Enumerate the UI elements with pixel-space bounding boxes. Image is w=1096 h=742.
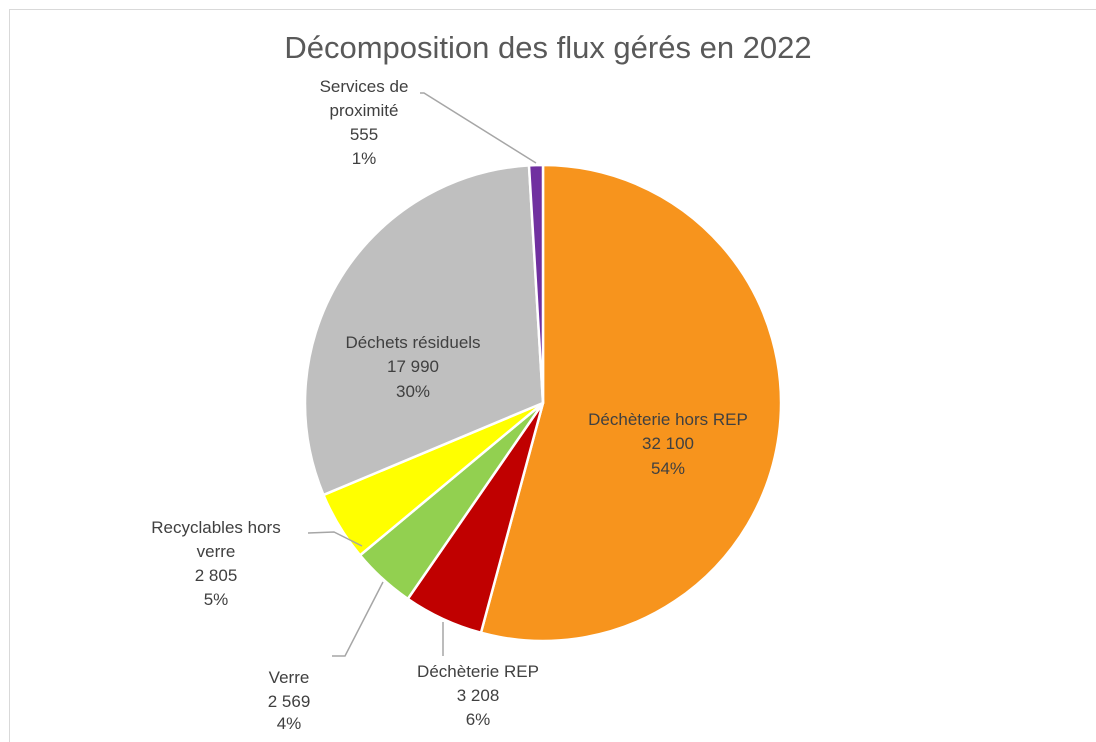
slice-name: Déchèterie REP <box>417 662 539 681</box>
slice-value: 2 805 <box>194 566 238 585</box>
pie-slice <box>303 164 545 497</box>
slice-value: 3 208 <box>456 686 500 705</box>
leader-line <box>307 531 363 547</box>
slice-percent: 4% <box>276 714 302 733</box>
slice-value: 555 <box>349 125 379 144</box>
slice-name: Déchets résiduels <box>345 333 481 352</box>
slice-value: 17 990 <box>387 357 439 376</box>
slice-name: Verre <box>268 668 310 687</box>
pie-slice <box>527 163 545 404</box>
slice-percent: 5% <box>203 590 229 609</box>
slice-percent: 30% <box>395 382 431 401</box>
chart-title: Décomposition des flux gérés en 2022 <box>284 30 812 65</box>
leader-line <box>420 92 537 164</box>
slice-name: Déchèterie hors REP <box>588 410 748 429</box>
slice-percent: 54% <box>650 459 686 478</box>
slice-percent: 1% <box>351 149 377 168</box>
slice-value: 2 569 <box>267 692 311 711</box>
slice-name: Services de proximité <box>319 77 409 120</box>
slice-name: Recyclables hors verre <box>151 518 281 561</box>
slice-percent: 6% <box>465 710 491 729</box>
leader-line <box>332 581 384 657</box>
chart-border <box>9 9 1096 742</box>
pie-slice <box>479 163 783 643</box>
slice-value: 32 100 <box>642 434 694 453</box>
